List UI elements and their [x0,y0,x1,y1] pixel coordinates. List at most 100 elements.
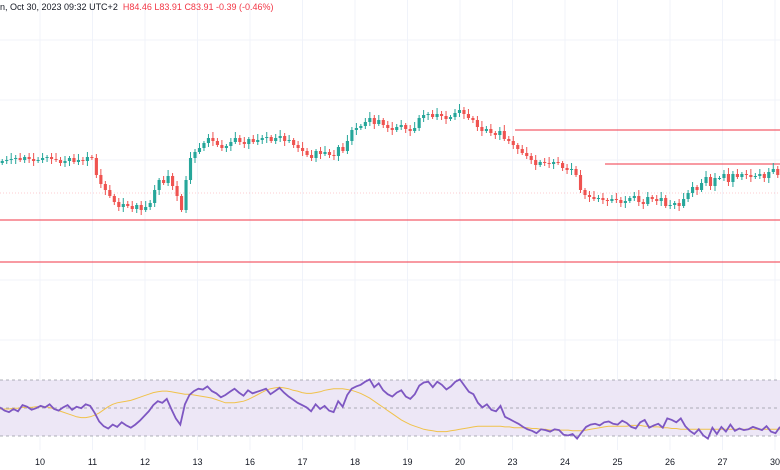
candle-body [744,174,748,175]
candle-body [753,176,757,177]
candle-body [408,129,412,131]
candle-body [27,157,31,159]
candle-body [76,160,81,162]
x-tick-label: 26 [665,457,675,467]
x-tick-label: 16 [245,457,255,467]
candle-body [404,125,408,129]
x-tick-label: 17 [297,457,307,467]
x-tick-label: 27 [717,457,727,467]
x-tick-label: 25 [612,457,622,467]
candle-body [601,198,605,200]
candle-body [462,110,466,114]
candle-body [628,198,632,201]
rsi-line [0,378,780,440]
candle-body [444,116,448,119]
candle-body [605,200,609,201]
candle-body [596,198,601,199]
candle-body [771,169,775,172]
candle-body [708,177,713,186]
candle-body [632,196,636,198]
candle-body [341,147,345,151]
candle-body [655,199,659,201]
candle-body [81,160,85,161]
candle-body [350,130,354,141]
candle-body [574,169,578,175]
candle-body [238,138,242,142]
candle-body [32,159,36,161]
candles [0,104,780,215]
candle-body [646,197,650,204]
candle-body [148,203,152,207]
candle-body [637,196,641,202]
candle-body [99,175,103,184]
candle-body [682,199,686,206]
candle-body [108,190,112,196]
candle-body [448,117,453,119]
candle-body [54,159,58,160]
candle-body [466,114,471,118]
candle-body [717,178,722,179]
candle-body [309,155,314,158]
candle-body [520,149,524,153]
candle-body [85,157,89,161]
candle-body [215,141,219,145]
candle-body [49,157,54,159]
candle-body [395,127,399,130]
candle-body [144,207,148,210]
candle-body [489,129,493,133]
candle-body [72,158,76,162]
candle-body [359,126,363,128]
candle-body [525,153,529,156]
candle-body [305,151,309,155]
candle-body [547,163,551,164]
candle-body [691,187,695,193]
candle-body [14,158,18,159]
candle-body [323,152,327,154]
candle-body [480,127,484,131]
x-tick-label: 12 [140,457,150,467]
candle-body [9,159,13,160]
candle-body [552,162,556,164]
candle-body [103,184,107,190]
candle-body [193,152,197,158]
candle-body [417,118,421,128]
candle-body [767,172,771,178]
x-axis: 10 11 12 13 16 17 18 19 20 23 24 25 26 27 30 [35,457,780,467]
candle-body [619,200,623,203]
candle-body [94,158,98,175]
candle-body [471,118,475,120]
candle-body [202,143,206,148]
candle-body [247,139,251,144]
x-tick-label: 23 [507,457,517,467]
candle-body [135,205,139,209]
candle-body [569,169,574,170]
candle-body [301,148,305,151]
candle-body [502,131,506,139]
candle-body [157,180,161,190]
candle-body [435,114,439,117]
candle-body [171,176,175,186]
candle-body [336,147,341,156]
candle-body [668,205,672,206]
ohlc-change: -0.39 (-0.46%) [215,2,274,12]
candle-body [377,120,381,124]
candle-body [726,174,731,182]
candle-body [484,129,488,131]
candle-body [664,198,668,206]
x-tick-label: 10 [35,457,45,467]
candle-body [229,142,233,146]
candle-body [439,114,444,116]
candle-body [587,195,592,197]
candle-body [197,148,202,152]
candle-body [704,177,708,183]
ohlc-close: C83.91 [184,2,214,12]
candle-body [386,125,390,128]
candle-body [641,202,645,204]
candle-body [283,136,287,141]
candle-body [610,199,614,201]
candle-body [220,145,224,148]
candle-body [45,157,49,158]
candle-body [650,197,654,199]
candle-body [713,178,717,186]
